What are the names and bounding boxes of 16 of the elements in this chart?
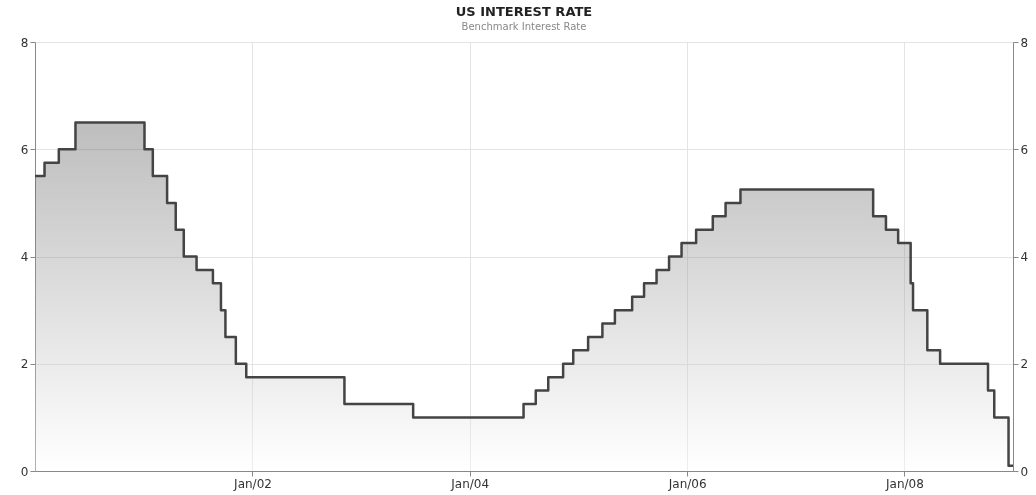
y-tick-label: 8 (20, 35, 29, 50)
y2-tick-label: 8 (1020, 35, 1029, 50)
x-tick-label: Jan/02 (233, 476, 272, 491)
y-tick-label: 0 (20, 464, 29, 479)
y2-tick-label: 0 (1020, 464, 1029, 479)
y-tick-label: 2 (20, 357, 29, 372)
y2-tick-label: 2 (1020, 357, 1029, 372)
y2-tick-label: 6 (1020, 142, 1029, 157)
y-tick-label: 4 (20, 250, 29, 264)
chart-subtitle: Benchmark Interest Rate (461, 21, 587, 32)
x-tick-label: Jan/06 (667, 476, 707, 491)
y-tick-label: 6 (20, 142, 29, 157)
x-tick-label: Jan/08 (884, 476, 924, 491)
chart-title: US INTEREST RATE (455, 4, 593, 19)
y2-tick-label: 4 (1020, 250, 1029, 264)
x-tick-label: Jan/04 (450, 476, 490, 491)
